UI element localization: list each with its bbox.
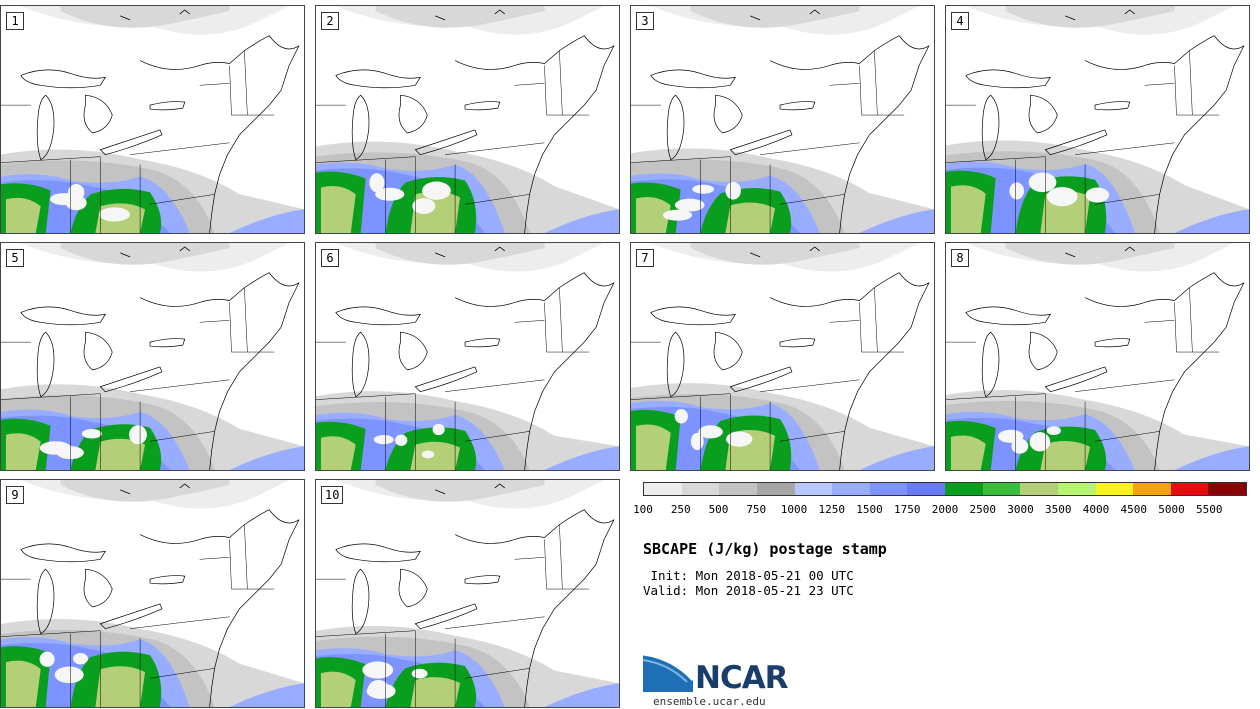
member-panel[interactable]: 7 <box>630 242 935 471</box>
colorbar <box>643 482 1247 496</box>
member-panel[interactable]: 8 <box>945 242 1250 471</box>
colorbar-segment <box>907 483 945 495</box>
member-panel[interactable]: 9 <box>0 479 305 708</box>
init-time: Init: Mon 2018-05-21 00 UTC <box>643 568 854 583</box>
valid-time: Valid: Mon 2018-05-21 23 UTC <box>643 583 854 598</box>
ncar-logo-text: NCAR <box>695 660 789 696</box>
colorbar-segment <box>1133 483 1171 495</box>
member-number: 8 <box>951 249 969 267</box>
sbcape-map <box>631 243 934 470</box>
colorbar-tick-label: 3000 <box>1007 503 1034 516</box>
sbcape-map <box>316 480 619 707</box>
colorbar-tick-label: 1250 <box>818 503 846 516</box>
colorbar-tick-label: 2500 <box>969 503 997 516</box>
sbcape-map <box>946 6 1249 233</box>
member-number: 6 <box>321 249 339 267</box>
colorbar-tick-label: 500 <box>708 503 729 516</box>
product-title: SBCAPE (J/kg) postage stamp <box>643 540 887 558</box>
colorbar-tick-label: 5500 <box>1196 503 1223 516</box>
colorbar-segment <box>794 483 833 495</box>
member-panel[interactable]: 1 <box>0 5 305 234</box>
colorbar-tick-label: 4500 <box>1120 503 1148 516</box>
colorbar-tick-label: 1000 <box>780 503 808 516</box>
sbcape-map <box>631 6 934 233</box>
sbcape-map <box>316 243 619 470</box>
sbcape-map <box>316 6 619 233</box>
colorbar-labels: 100 250 500 750 1000 1250 1500 1750 2000 2500 3000… <box>633 503 1247 517</box>
member-number: 4 <box>951 12 969 30</box>
colorbar-tick-label: 250 <box>670 503 691 516</box>
member-panel[interactable]: 6 <box>315 242 620 471</box>
colorbar-segment <box>1170 483 1209 495</box>
colorbar-tick-label: 1750 <box>894 503 921 516</box>
member-panel[interactable]: 10 <box>315 479 620 708</box>
colorbar-segment <box>982 483 1021 495</box>
sbcape-map <box>946 243 1249 470</box>
colorbar-segment <box>756 483 795 495</box>
colorbar-segment <box>719 483 757 495</box>
member-panel[interactable]: 5 <box>0 242 305 471</box>
ncar-logo-icon <box>643 652 695 692</box>
member-number: 2 <box>321 12 339 30</box>
member-number: 10 <box>321 486 344 504</box>
member-panel[interactable]: 2 <box>315 5 620 234</box>
colorbar-tick-label: 3500 <box>1045 503 1072 516</box>
colorbar-tick-label: 4000 <box>1082 503 1110 516</box>
sbcape-map <box>1 243 304 470</box>
member-panel[interactable]: 3 <box>630 5 935 234</box>
colorbar-tick-label: 750 <box>746 503 767 516</box>
site-url[interactable]: ensemble.ucar.edu <box>653 695 766 708</box>
colorbar-segment <box>1057 483 1096 495</box>
colorbar-segment <box>1208 483 1246 495</box>
member-number: 1 <box>6 12 24 30</box>
colorbar-segment <box>832 483 870 495</box>
colorbar-segment <box>1020 483 1058 495</box>
sbcape-map <box>1 6 304 233</box>
colorbar-tick-label: 5000 <box>1158 503 1185 516</box>
colorbar-segment <box>869 483 908 495</box>
member-number: 5 <box>6 249 24 267</box>
colorbar-tick-label: 2000 <box>931 503 959 516</box>
colorbar-segment <box>945 483 983 495</box>
colorbar-segment <box>681 483 720 495</box>
member-number: 9 <box>6 486 24 504</box>
colorbar-segment <box>644 483 682 495</box>
member-panel[interactable]: 4 <box>945 5 1250 234</box>
colorbar-tick-label: 1500 <box>856 503 883 516</box>
member-number: 3 <box>636 12 654 30</box>
colorbar-tick-label: 100 <box>633 503 653 516</box>
member-number: 7 <box>636 249 654 267</box>
colorbar-segment <box>1095 483 1134 495</box>
sbcape-map <box>1 480 304 707</box>
